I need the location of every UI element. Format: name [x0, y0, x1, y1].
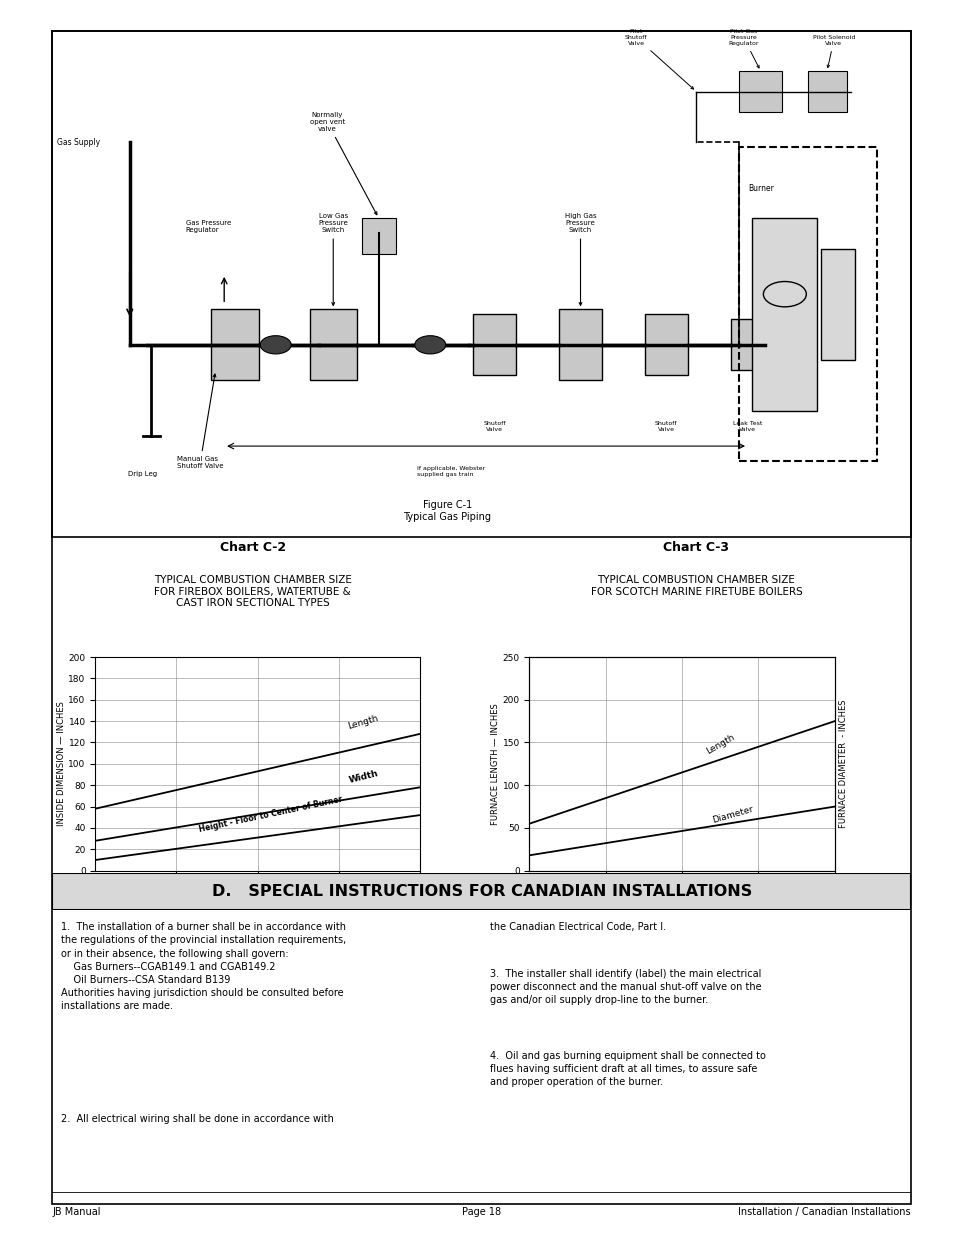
Text: 8.4M: 8.4M: [247, 898, 268, 906]
Text: 90: 90: [752, 888, 763, 897]
Bar: [644, 315, 687, 375]
Text: Manual Gas
Shutoff Valve: Manual Gas Shutoff Valve: [176, 374, 223, 469]
Text: 8.4M: 8.4M: [671, 898, 692, 906]
Text: GPH: GPH: [520, 888, 537, 897]
Y-axis label: FURNACE DIAMETER  - INCHES: FURNACE DIAMETER - INCHES: [838, 699, 847, 829]
Text: 12.6M: 12.6M: [745, 898, 770, 906]
Text: GPH: GPH: [87, 888, 104, 897]
Text: MBH: MBH: [519, 898, 538, 906]
Text: Normally
open vent
valve: Normally open vent valve: [310, 112, 376, 215]
Y-axis label: FURNACE LENGTH — INCHES: FURNACE LENGTH — INCHES: [490, 703, 499, 825]
Text: Low Gas
Pressure
Switch: Low Gas Pressure Switch: [318, 214, 348, 305]
Bar: [310, 309, 356, 380]
Text: If applicable, Webster
supplied gas train: If applicable, Webster supplied gas trai…: [416, 467, 484, 477]
Text: 30: 30: [599, 888, 611, 897]
Bar: [361, 219, 395, 253]
Text: Pilot Gas
Pressure
Regulator: Pilot Gas Pressure Regulator: [728, 30, 759, 68]
Text: MBH: MBH: [86, 898, 105, 906]
Text: Length: Length: [703, 732, 736, 756]
Text: Width: Width: [347, 769, 378, 785]
Text: Shutoff
Valve: Shutoff Valve: [655, 421, 677, 431]
Text: 4.2M: 4.2M: [166, 898, 187, 906]
Text: 90: 90: [333, 888, 344, 897]
Text: 120: 120: [412, 888, 427, 897]
Text: D.   SPECIAL INSTRUCTIONS FOR CANADIAN INSTALLATIONS: D. SPECIAL INSTRUCTIONS FOR CANADIAN INS…: [212, 884, 751, 899]
Bar: [807, 72, 846, 112]
Text: Leak Test
Valve: Leak Test Valve: [733, 421, 761, 431]
Text: Chart C-3: Chart C-3: [662, 541, 729, 555]
Bar: [211, 309, 258, 380]
Text: the Canadian Electrical Code, Part I.: the Canadian Electrical Code, Part I.: [490, 923, 666, 932]
Text: Page 18: Page 18: [461, 1207, 501, 1216]
Text: 3.  The installer shall identify (label) the main electrical
power disconnect an: 3. The installer shall identify (label) …: [490, 968, 761, 1005]
Bar: [558, 309, 601, 380]
Text: 1.  The installation of a burner shall be in accordance with
the regulations of : 1. The installation of a burner shall be…: [61, 923, 346, 1011]
Text: 60: 60: [676, 888, 687, 897]
Text: High Gas
Pressure
Switch: High Gas Pressure Switch: [564, 214, 596, 305]
Text: 2.  All electrical wiring shall be done in accordance with: 2. All electrical wiring shall be done i…: [61, 1114, 334, 1124]
Text: Shutoff
Valve: Shutoff Valve: [483, 421, 505, 431]
Text: Pilot Solenoid
Valve: Pilot Solenoid Valve: [812, 36, 854, 68]
Text: 60: 60: [252, 888, 263, 897]
Text: 16.8M: 16.8M: [406, 898, 433, 906]
Bar: [473, 315, 516, 375]
Y-axis label: INSIDE DIMENSION — INCHES: INSIDE DIMENSION — INCHES: [56, 701, 66, 826]
Text: JB Manual: JB Manual: [52, 1207, 101, 1216]
Text: Figure C-1
Typical Gas Piping: Figure C-1 Typical Gas Piping: [403, 500, 491, 522]
Text: 4.  Oil and gas burning equipment shall be connected to
flues having sufficient : 4. Oil and gas burning equipment shall b…: [490, 1051, 765, 1087]
Bar: [820, 248, 854, 361]
Circle shape: [260, 336, 291, 354]
Text: Pilot
Shutoff
Valve: Pilot Shutoff Valve: [624, 30, 693, 89]
Bar: [739, 72, 781, 112]
Text: Height - Floor to Center of Burner: Height - Floor to Center of Burner: [198, 795, 343, 834]
Circle shape: [415, 336, 445, 354]
Text: 16.8M: 16.8M: [821, 898, 847, 906]
Text: Chart C-2: Chart C-2: [219, 541, 286, 555]
Text: 4.2M: 4.2M: [595, 898, 616, 906]
Text: 30: 30: [171, 888, 182, 897]
Text: Length: Length: [346, 714, 378, 731]
Bar: [739, 147, 876, 462]
Text: 12.6M: 12.6M: [326, 898, 351, 906]
Text: Burner: Burner: [747, 184, 773, 193]
Text: TYPICAL COMBUSTION CHAMBER SIZE
FOR SCOTCH MARINE FIRETUBE BOILERS: TYPICAL COMBUSTION CHAMBER SIZE FOR SCOT…: [590, 576, 801, 597]
Text: Gas Pressure
Regulator: Gas Pressure Regulator: [185, 220, 231, 233]
Text: Gas Supply: Gas Supply: [56, 138, 100, 147]
Text: Diameter: Diameter: [711, 804, 754, 825]
Bar: [730, 320, 764, 370]
Text: 120: 120: [826, 888, 841, 897]
Bar: [751, 219, 816, 410]
Text: Drip Leg: Drip Leg: [128, 472, 157, 478]
Text: Installation / Canadian Installations: Installation / Canadian Installations: [738, 1207, 910, 1216]
Text: TYPICAL COMBUSTION CHAMBER SIZE
FOR FIREBOX BOILERS, WATERTUBE &
CAST IRON SECTI: TYPICAL COMBUSTION CHAMBER SIZE FOR FIRE…: [153, 576, 352, 608]
